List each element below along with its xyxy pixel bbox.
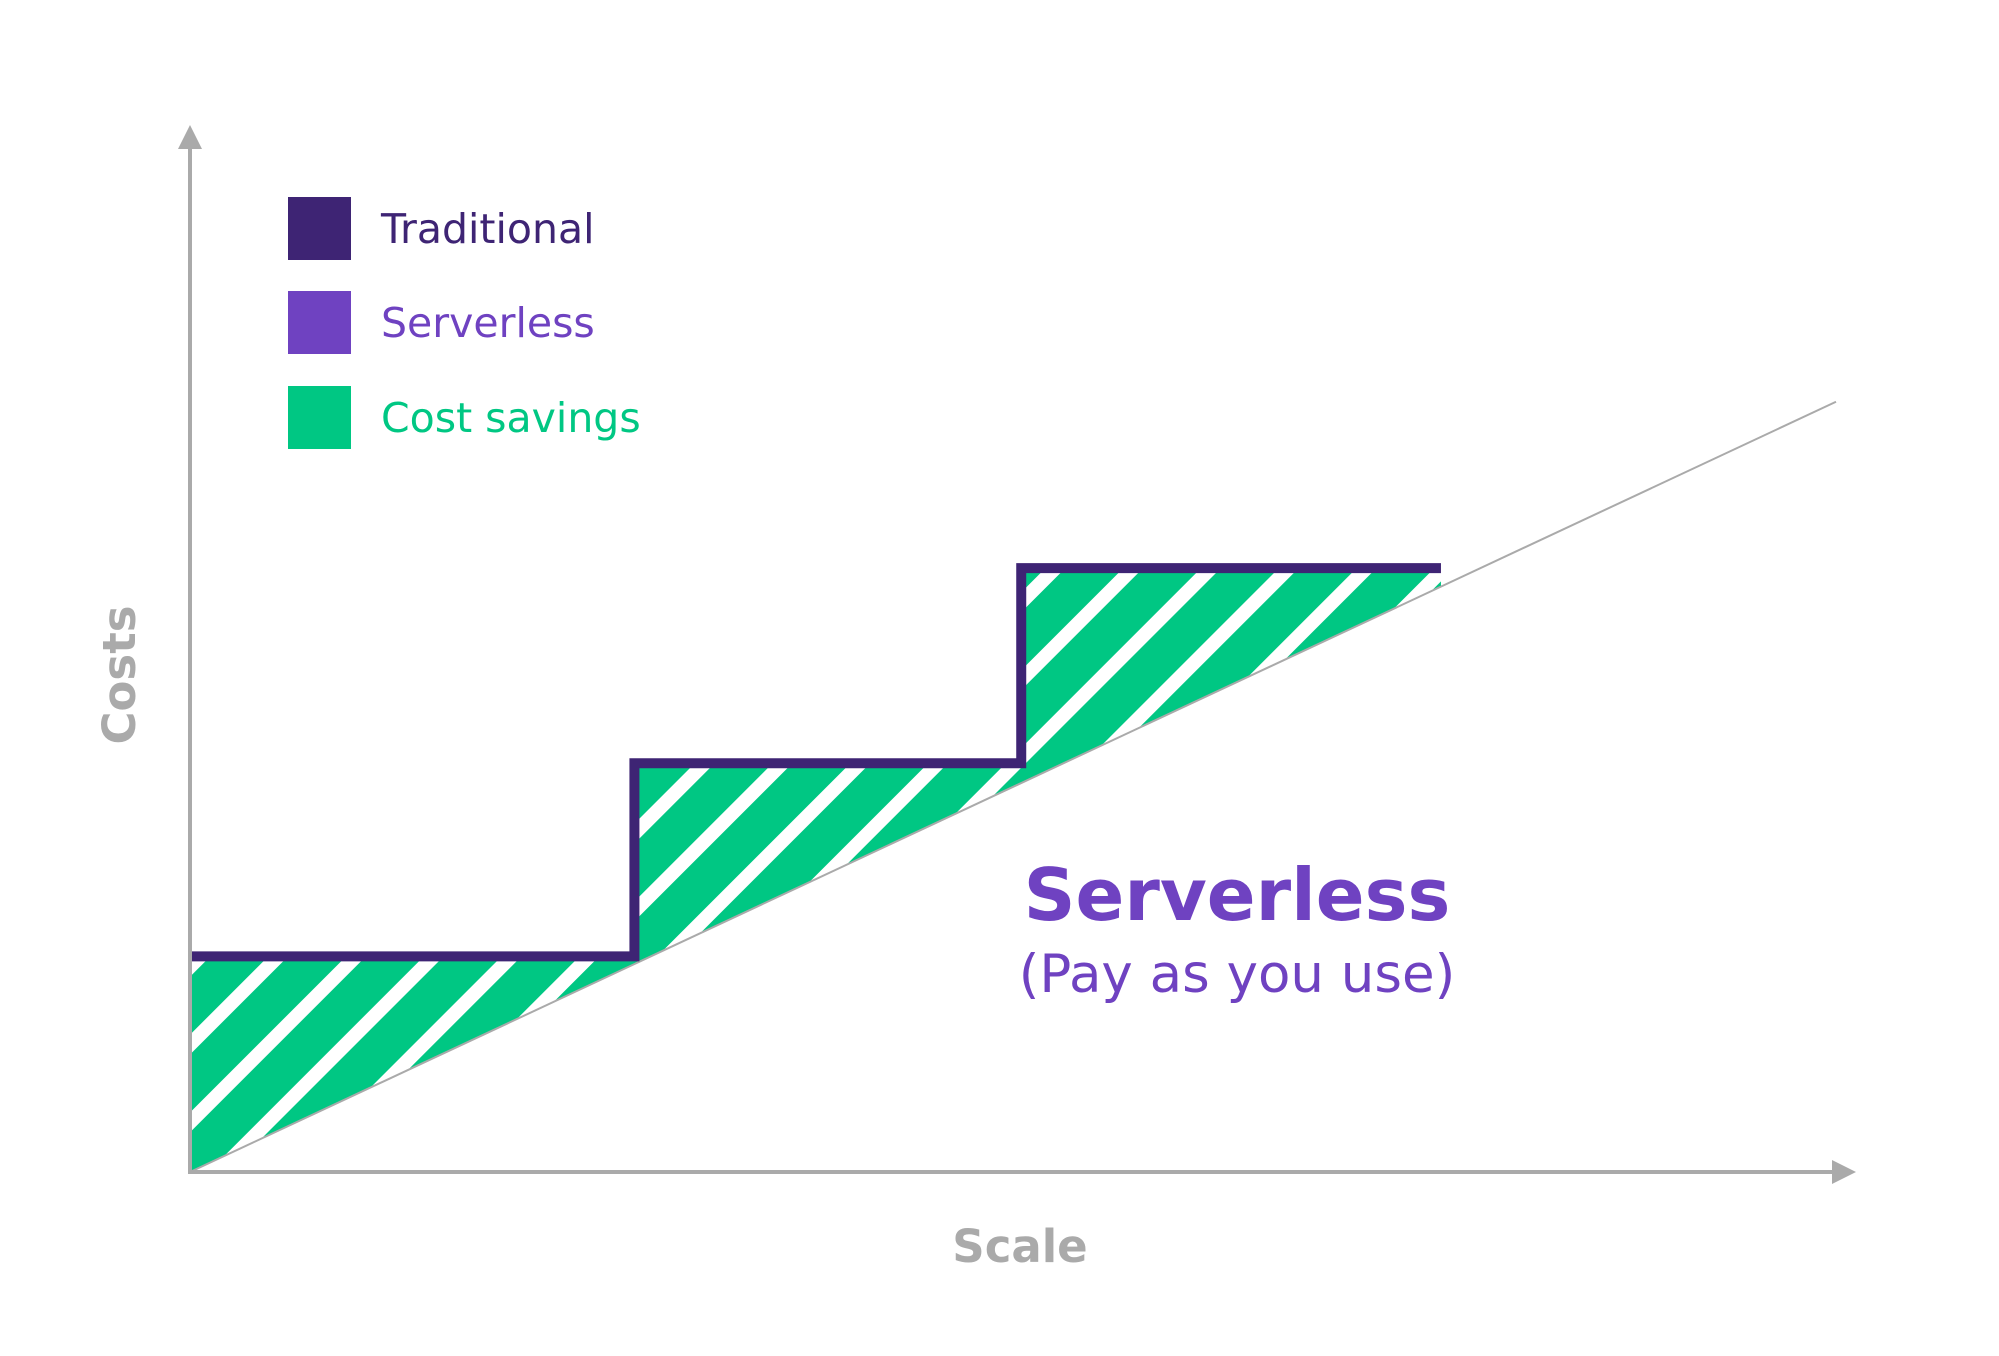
serverless-annotation-subtitle: (Pay as you use) bbox=[1019, 944, 1456, 1005]
legend: Traditional Serverless Cost savings bbox=[288, 197, 641, 449]
legend-swatch-traditional bbox=[288, 197, 351, 260]
legend-label-serverless: Serverless bbox=[381, 299, 595, 347]
serverless-annotation-title: Serverless bbox=[1024, 853, 1451, 937]
cost-savings-area bbox=[190, 568, 1441, 1172]
legend-swatch-cost-savings bbox=[288, 386, 351, 449]
legend-label-cost-savings: Cost savings bbox=[381, 394, 641, 442]
legend-label-traditional: Traditional bbox=[380, 205, 594, 253]
legend-swatch-serverless bbox=[288, 291, 351, 354]
x-axis-title: Scale bbox=[952, 1220, 1087, 1273]
y-axis-title: Costs bbox=[93, 605, 146, 744]
traditional-step-line bbox=[190, 563, 1441, 962]
y-axis-arrow-icon bbox=[178, 125, 202, 149]
x-axis-arrow-icon bbox=[1832, 1160, 1856, 1184]
serverless-trend-line bbox=[189, 400, 1837, 1173]
